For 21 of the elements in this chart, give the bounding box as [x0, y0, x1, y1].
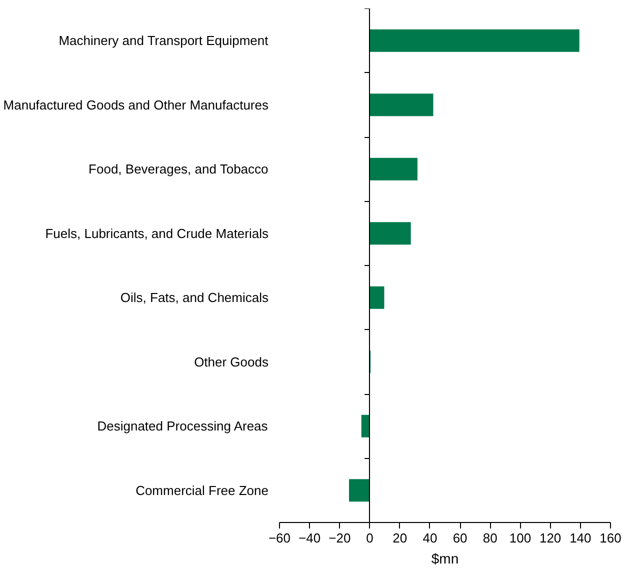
y-tick-label: Other Goods: [194, 354, 269, 370]
y-tick-label: Fuels, Lubricants, and Crude Materials: [45, 226, 269, 241]
x-tick-label: 60: [452, 530, 468, 546]
x-tick-label: 140: [570, 530, 592, 546]
x-tick-label: −40: [298, 530, 321, 546]
x-tick-label: −20: [328, 530, 351, 546]
x-tick-label: 0: [366, 530, 374, 546]
y-tick-label: Manufactured Goods and Other Manufactures: [3, 97, 269, 112]
y-tick-label: Commercial Free Zone: [136, 482, 269, 498]
y-tick-label: Machinery and Transport Equipment: [58, 33, 269, 48]
x-tick-label: 100: [509, 530, 532, 546]
x-tick-label: −60: [268, 530, 291, 546]
y-tick-label: Designated Processing Areas: [97, 418, 268, 434]
x-tick-label: 160: [600, 530, 622, 546]
x-axis-title: $mn: [431, 550, 459, 566]
y-tick-label: Food, Beverages, and Tobacco: [88, 162, 268, 177]
x-tick-label: 20: [392, 530, 408, 546]
x-tick-label: 120: [539, 530, 562, 546]
x-tick-label: 80: [482, 530, 498, 546]
x-tick-label: 40: [422, 530, 438, 546]
y-tick-label: Oils, Fats, and Chemicals: [120, 290, 269, 306]
